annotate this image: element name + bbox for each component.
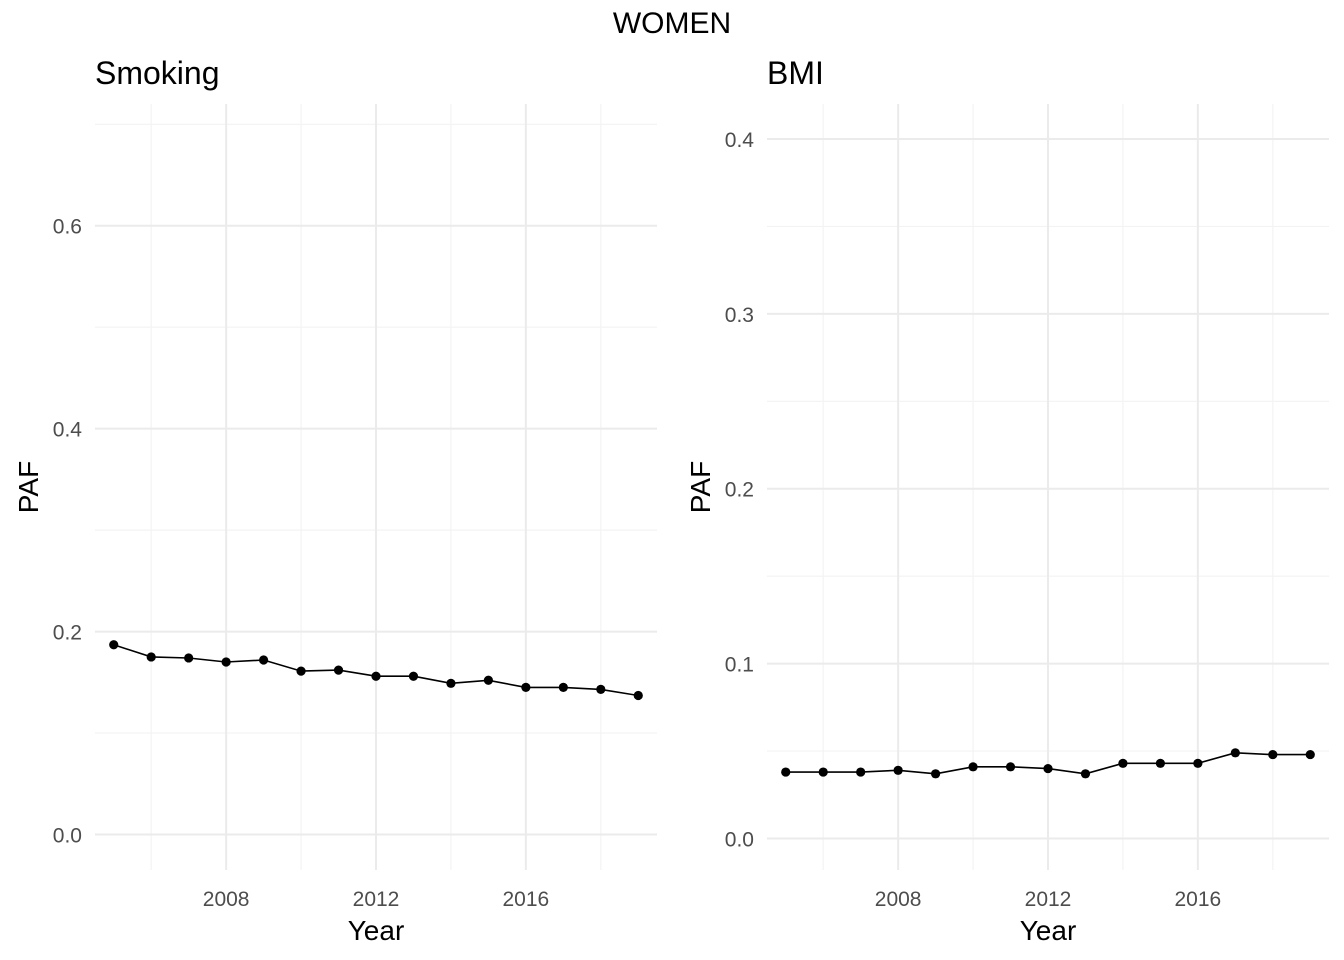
figure-title: WOMEN — [613, 7, 731, 40]
bmi-title: BMI — [767, 55, 824, 91]
smoking-y-tick-label: 0.2 — [53, 622, 82, 645]
bmi-data-point — [1193, 758, 1203, 768]
smoking-x-axis-label: Year — [348, 915, 405, 946]
smoking-x-tick-label: 2012 — [353, 888, 400, 911]
smoking-y-tick-label: 0.6 — [53, 216, 82, 239]
smoking-y-tick-label: 0.0 — [53, 824, 82, 847]
smoking-x-tick-label: 2016 — [503, 888, 550, 911]
smoking-data-point — [633, 690, 643, 701]
smoking-panel: 2008 2012 2016 0.0 0.2 0.4 0.6 Smoking Year PAF — [13, 55, 657, 946]
smoking-title: Smoking — [95, 55, 220, 91]
bmi-data-point — [1005, 762, 1016, 772]
smoking-x-tick-label: 2008 — [203, 888, 250, 911]
bmi-data-point — [1305, 749, 1315, 760]
smoking-y-tick-label: 0.4 — [53, 419, 83, 442]
smoking-data-point — [109, 640, 119, 650]
smoking-data-point — [558, 682, 568, 692]
smoking-data-point — [446, 678, 456, 688]
bmi-data-point — [1080, 769, 1091, 779]
smoking-data-point — [333, 665, 344, 675]
smoking-data-point — [184, 653, 194, 663]
bmi-x-tick-label: 2016 — [1175, 888, 1222, 911]
bmi-data-point — [1268, 749, 1278, 760]
bmi-data-point — [1155, 758, 1165, 768]
bmi-data-point — [1118, 758, 1128, 768]
smoking-data-point — [221, 657, 231, 667]
bmi-data-point — [818, 767, 828, 777]
bmi-x-tick-label: 2012 — [1025, 888, 1072, 911]
smoking-data-point — [483, 675, 493, 685]
bmi-data-point — [1230, 748, 1240, 758]
bmi-x-tick-label: 2008 — [875, 888, 922, 911]
smoking-data-point — [371, 671, 381, 681]
bmi-panel: 2008 2012 2016 0.0 0.1 0.2 0.3 0.4 BMI Year PAF — [685, 55, 1329, 946]
bmi-y-tick-label: 0.4 — [725, 129, 755, 152]
bmi-data-point — [931, 769, 941, 779]
bmi-x-axis-label: Year — [1020, 915, 1077, 946]
smoking-data-point — [259, 655, 269, 665]
smoking-data-point — [408, 671, 419, 681]
bmi-data-point — [893, 765, 903, 775]
bmi-y-tick-label: 0.2 — [725, 479, 754, 502]
bmi-y-axis-label: PAF — [685, 461, 716, 513]
bmi-y-tick-label: 0.3 — [725, 304, 754, 327]
bmi-data-point — [856, 767, 866, 777]
smoking-data-point — [521, 682, 531, 692]
bmi-y-tick-label: 0.0 — [725, 829, 754, 852]
smoking-data-point — [146, 652, 156, 662]
bmi-data-point — [968, 762, 978, 772]
smoking-y-axis-label: PAF — [13, 461, 44, 513]
bmi-y-tick-label: 0.1 — [725, 654, 754, 677]
bmi-data-point — [1043, 763, 1053, 774]
smoking-data-point — [596, 684, 606, 695]
smoking-data-point — [296, 666, 306, 676]
bmi-data-point — [781, 767, 791, 777]
